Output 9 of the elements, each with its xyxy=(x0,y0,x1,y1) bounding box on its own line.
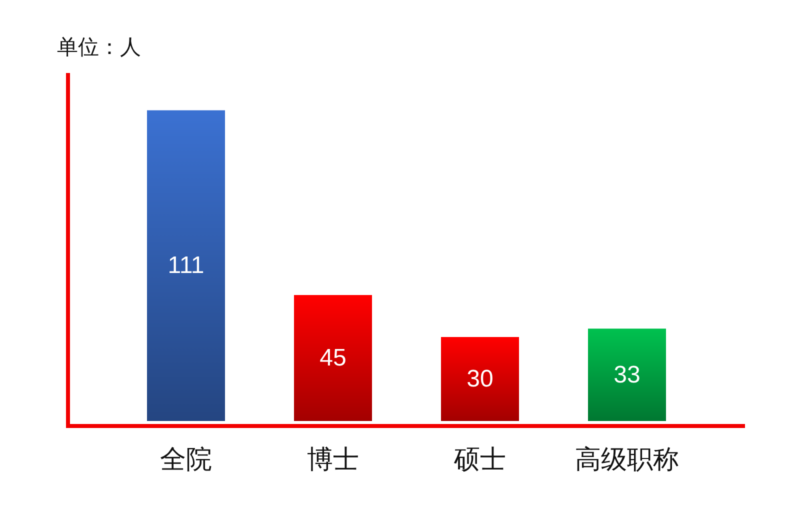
y-axis-title: 单位：人 xyxy=(57,35,141,59)
data-label: 30 xyxy=(466,366,494,393)
data-label: 111 xyxy=(168,252,204,280)
x-tick-label: 全院 xyxy=(160,445,212,475)
data-label: 33 xyxy=(614,361,640,388)
x-tick-label: 高级职称 xyxy=(575,445,679,475)
x-tick-label: 博士 xyxy=(307,445,359,475)
data-label: 45 xyxy=(320,344,346,372)
x-tick-label: 硕士 xyxy=(453,445,506,475)
